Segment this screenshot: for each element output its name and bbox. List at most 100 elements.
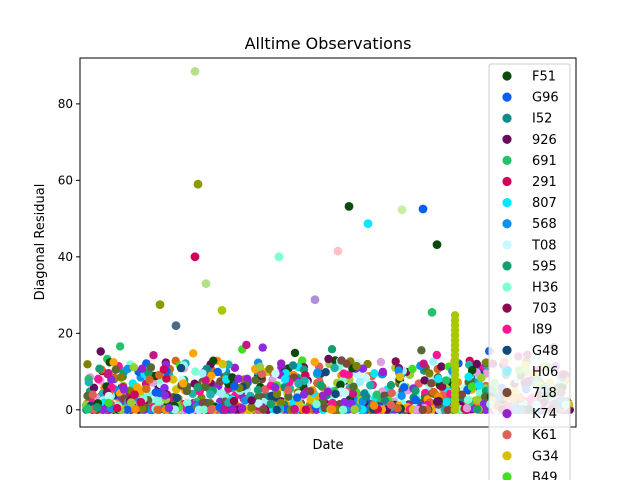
data-point [396, 372, 405, 382]
legend-marker [502, 430, 512, 440]
data-point [284, 392, 293, 401]
y-tick-label: 20 [58, 326, 73, 340]
data-point-outlier [427, 307, 437, 317]
data-point [153, 396, 163, 406]
y-tick-label: 60 [58, 173, 73, 187]
data-point-outlier [190, 252, 200, 262]
legend-box [488, 63, 571, 480]
data-point [418, 405, 427, 414]
data-point [168, 375, 178, 384]
data-point [457, 390, 467, 399]
legend-marker [502, 92, 512, 102]
data-point [104, 391, 114, 401]
legend-label: 595 [532, 259, 557, 274]
data-point [327, 345, 337, 354]
data-point [290, 348, 300, 358]
data-point [96, 347, 105, 356]
legend-label: K61 [532, 428, 557, 443]
data-point [330, 363, 339, 373]
data-point [284, 386, 293, 395]
data-point [237, 404, 247, 413]
data-point [159, 365, 168, 374]
data-point [358, 364, 368, 373]
data-point-outlier [432, 240, 442, 250]
data-point [129, 363, 138, 372]
data-point [142, 384, 151, 394]
data-point [327, 405, 337, 414]
legend-label: 807 [532, 196, 557, 211]
data-point [411, 395, 420, 405]
legend-marker [502, 387, 512, 398]
y-tick-label: 40 [58, 250, 73, 264]
data-point-outlier [201, 279, 211, 288]
y-axis: 0 20 40 60 80 [58, 97, 80, 417]
data-point [419, 359, 428, 368]
data-point [434, 374, 443, 383]
data-point [378, 367, 388, 377]
data-point [213, 367, 222, 377]
data-point [463, 395, 473, 404]
plot-frame [79, 57, 577, 428]
data-point [321, 368, 330, 377]
data-point [450, 311, 460, 320]
data-point [257, 369, 266, 379]
data-point [437, 362, 446, 371]
data-point [437, 382, 447, 391]
legend-label: T08 [531, 238, 556, 253]
data-point [420, 376, 429, 385]
data-point [361, 373, 371, 383]
data-point [191, 367, 200, 376]
data-point [228, 405, 237, 414]
data-point [131, 405, 140, 414]
data-point [138, 364, 147, 373]
data-point [474, 381, 484, 390]
data-point [480, 392, 490, 401]
data-point [111, 365, 121, 374]
y-tick-label: 0 [65, 403, 73, 417]
legend-label: G96 [532, 91, 559, 106]
data-point [355, 377, 365, 387]
data-point [387, 388, 396, 398]
data-point [394, 366, 403, 375]
data-point [306, 395, 315, 404]
data-point [288, 361, 298, 370]
data-point [189, 349, 198, 358]
data-point [411, 386, 420, 395]
legend-marker [502, 345, 512, 355]
legend-label: G34 [532, 449, 559, 464]
data-point [331, 389, 340, 399]
data-point [292, 393, 302, 402]
legend-marker [502, 176, 512, 187]
data-point [472, 359, 481, 369]
data-point [310, 357, 319, 367]
data-point [193, 383, 202, 392]
data-point [83, 404, 92, 413]
legend-label: 926 [532, 133, 557, 148]
data-point [266, 399, 275, 409]
data-point [247, 403, 256, 412]
legend-marker [502, 261, 512, 271]
data-point [369, 401, 379, 410]
data-point [290, 404, 299, 414]
legend-label: 703 [532, 302, 557, 317]
chart-title: Alltime Observations [245, 34, 412, 53]
data-point-outlier [193, 179, 203, 189]
data-point [366, 381, 375, 390]
legend-label: I52 [532, 112, 552, 127]
data-point [119, 385, 129, 394]
data-point [253, 385, 263, 395]
legend-label: 291 [532, 175, 557, 190]
data-point [301, 405, 310, 414]
legend-marker [502, 198, 512, 208]
legend-marker [502, 219, 512, 229]
data-point [372, 390, 381, 399]
data-point [336, 380, 345, 389]
data-point [95, 364, 104, 373]
legend-label: G48 [532, 344, 559, 359]
data-point [133, 383, 142, 392]
legend-marker [502, 324, 512, 334]
data-point [234, 374, 243, 383]
data-point [230, 363, 240, 372]
data-point [94, 374, 103, 384]
data-point [352, 361, 361, 371]
